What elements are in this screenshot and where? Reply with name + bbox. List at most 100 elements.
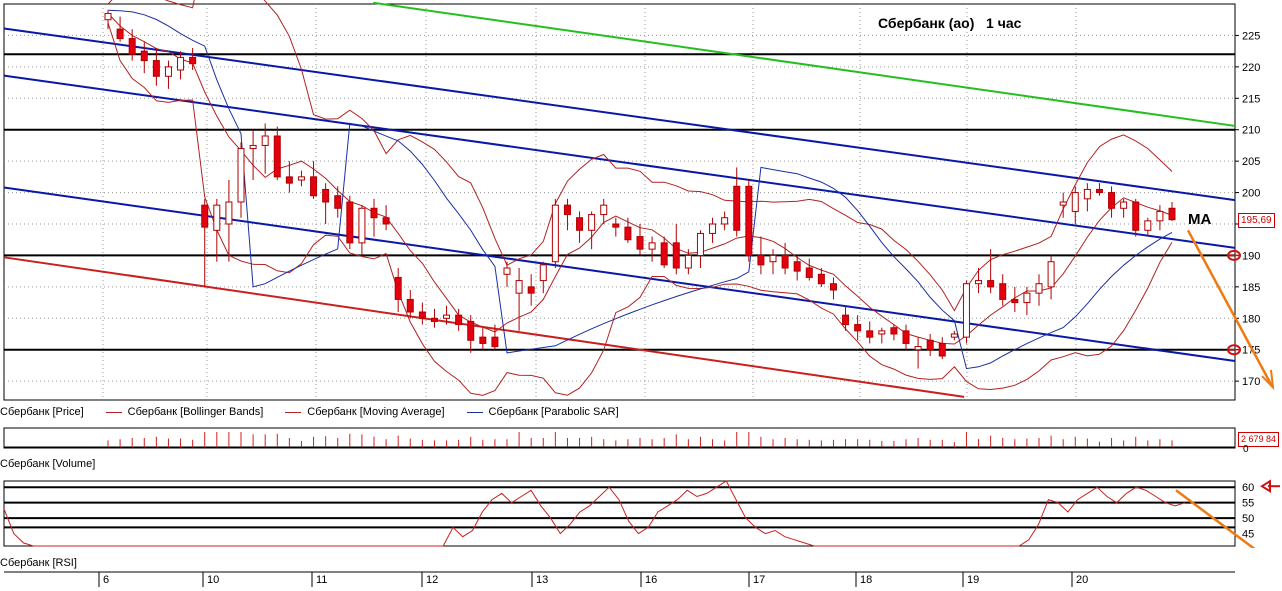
candle-body <box>539 264 547 282</box>
candle <box>285 161 293 193</box>
candle-body <box>745 185 753 256</box>
candle <box>648 236 656 262</box>
candle <box>696 230 704 268</box>
candle <box>370 198 378 237</box>
rsi-forecast-arrow <box>1175 489 1256 548</box>
candle <box>261 123 269 174</box>
candle-body <box>950 333 958 338</box>
candle <box>152 48 160 86</box>
candle-body <box>1156 210 1164 222</box>
candle <box>467 315 475 353</box>
price-tick-label: 215 <box>1242 93 1260 105</box>
candle-body <box>430 317 438 322</box>
candle-body <box>1120 201 1128 209</box>
price-tick-label: 200 <box>1242 188 1260 200</box>
candle-body <box>394 276 402 300</box>
candle-body <box>1071 192 1079 212</box>
candle-body <box>443 314 451 319</box>
candle <box>1095 183 1103 196</box>
resistance-line <box>373 1 1236 127</box>
candle <box>479 327 487 350</box>
price-grid <box>3 3 1236 401</box>
candle <box>684 249 692 275</box>
candle <box>902 324 910 350</box>
legend-item-price: Сбербанк [Price] <box>0 406 84 418</box>
candle <box>866 321 874 344</box>
candle-body <box>1047 261 1055 288</box>
candle-body <box>1132 201 1140 231</box>
channel-middle <box>3 74 1236 249</box>
candle <box>273 126 281 180</box>
candle <box>128 29 136 61</box>
candle <box>1059 192 1067 218</box>
candle-body <box>346 201 354 244</box>
date-label: 20 <box>1076 574 1088 586</box>
candle <box>164 60 172 89</box>
volume-chart <box>3 427 1236 449</box>
candle-body <box>467 320 475 341</box>
candle <box>394 268 402 312</box>
candle-body <box>648 242 656 250</box>
date-label: 16 <box>645 574 657 586</box>
legend-swatch <box>466 411 483 413</box>
support-line <box>3 256 965 398</box>
candle-body <box>1023 292 1031 304</box>
candle-body <box>406 298 414 313</box>
candle-body <box>975 280 983 285</box>
candle-body <box>249 144 257 150</box>
candle <box>491 324 499 350</box>
candle-body <box>612 223 620 228</box>
candle-body <box>660 242 668 266</box>
candle <box>406 290 414 319</box>
candle-body <box>370 207 378 219</box>
candle-body <box>225 201 233 225</box>
date-label: 13 <box>536 574 548 586</box>
candle <box>878 327 886 344</box>
candle <box>999 274 1007 306</box>
candle-body <box>237 148 245 203</box>
rsi-chart: 60 55 50 45 <box>3 479 1280 548</box>
candle-body <box>201 204 209 228</box>
candle <box>430 308 438 328</box>
candle-body <box>322 188 330 203</box>
candle-body <box>1011 298 1019 304</box>
volume-pane-label: Сбербанк [Volume] <box>0 458 96 470</box>
candle <box>455 308 463 331</box>
volume-frame <box>3 427 1236 449</box>
candle-body <box>297 176 305 181</box>
candle <box>1035 274 1043 306</box>
candle-body <box>1059 201 1067 206</box>
candle <box>672 224 680 275</box>
candle <box>539 261 547 294</box>
legend: Сбербанк [Price] Сбербанк [Bollinger Ban… <box>0 404 1235 420</box>
rsi-tick-label: 60 <box>1242 482 1254 494</box>
candle-body <box>310 176 318 197</box>
candle-body <box>709 223 717 234</box>
candle-body <box>503 267 511 275</box>
price-tick-label: 210 <box>1242 125 1260 137</box>
candle <box>987 249 995 294</box>
channel-lower <box>3 186 1236 363</box>
candle <box>1144 217 1152 237</box>
candle <box>890 324 898 341</box>
candle-body <box>177 56 185 71</box>
candle <box>418 302 426 325</box>
candle-body <box>334 195 342 209</box>
candle-body <box>829 283 837 291</box>
candle-body <box>757 254 765 266</box>
candle <box>926 334 934 356</box>
forecast-arrow <box>1186 229 1274 387</box>
candle-body <box>1108 192 1116 209</box>
candle <box>1156 205 1164 231</box>
legend-label: Сбербанк [Moving Average] <box>307 406 445 418</box>
candle <box>576 211 584 243</box>
candle <box>1071 186 1079 224</box>
candle-body <box>902 330 910 344</box>
candle <box>721 211 729 231</box>
candle <box>842 305 850 331</box>
candle-body <box>273 135 281 178</box>
candle <box>588 211 596 250</box>
date-label: 19 <box>967 574 979 586</box>
price-tick-label: 185 <box>1242 282 1260 294</box>
candle <box>116 16 124 42</box>
